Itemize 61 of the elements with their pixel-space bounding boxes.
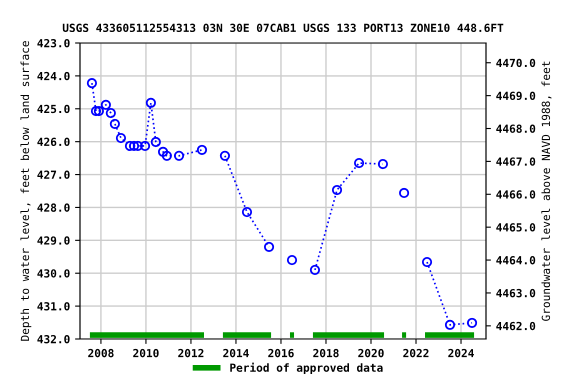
y-tick-label: 428.0: [37, 203, 70, 212]
y-tick-label: 429.0: [37, 236, 70, 245]
y2-tick-label: 4469.0: [496, 92, 536, 100]
point: [110, 118, 120, 129]
point: [196, 144, 208, 155]
point: [286, 254, 298, 266]
point: [399, 188, 410, 198]
point: [158, 146, 168, 157]
y2-tick-label: 4470.0: [496, 58, 536, 68]
x-tick-label: 2020: [358, 348, 384, 358]
x-tick-label: 2014: [223, 348, 249, 358]
point: [150, 136, 161, 148]
y2-tick-label: 4462.0: [496, 322, 536, 330]
y-tick-label: 427.0: [37, 170, 70, 179]
y-tick-label: 424.0: [37, 72, 70, 80]
chart-title: USGS 433605112554313 03N 30E 07CAB1 USGS 133 PORT13 ZONE10 448.6FT: [62, 24, 504, 32]
point: [310, 264, 320, 276]
y-axis-title: Depth to water level, feet below land surface: [20, 41, 32, 341]
x-tick-label: 2016: [268, 348, 294, 358]
point: [140, 140, 150, 152]
x-tick-label: 2024: [448, 348, 474, 358]
point: [378, 158, 388, 170]
point: [106, 108, 116, 118]
point: [90, 106, 102, 116]
point: [354, 158, 364, 168]
point: [128, 140, 140, 152]
y-tick-label: 423.0: [37, 38, 70, 48]
x-tick-label: 2022: [403, 348, 428, 358]
x-tick-label: 2012: [178, 348, 204, 358]
y2-tick-label: 4466.0: [496, 190, 536, 199]
point: [132, 140, 143, 152]
y-tick-label: 430.0: [37, 269, 70, 278]
point: [174, 150, 184, 161]
point: [146, 98, 156, 108]
y-tick-label: 431.0: [37, 302, 70, 310]
point: [422, 256, 432, 268]
point: [220, 150, 230, 161]
y2-tick-label: 4467.0: [496, 157, 536, 166]
point: [466, 318, 478, 328]
point: [444, 320, 456, 330]
x-tick-label: 2010: [133, 348, 159, 358]
y-tick-label: 432.0: [37, 334, 70, 344]
point: [242, 206, 252, 218]
y2-tick-label: 4468.0: [496, 124, 536, 133]
y2-axis-title: Groundwater level above NAVD 1988, feet: [541, 62, 552, 321]
point: [124, 140, 136, 152]
point: [332, 184, 342, 196]
point: [100, 100, 111, 110]
y2-tick-label: 4465.0: [496, 223, 536, 232]
legend-label: Period of approved data: [230, 362, 383, 374]
y2-tick-label: 4463.0: [496, 288, 536, 298]
point: [162, 150, 172, 161]
point: [264, 242, 274, 252]
point: [86, 78, 97, 88]
point: [116, 132, 126, 144]
y-tick-label: 425.0: [37, 104, 70, 114]
x-tick-label: 2008: [88, 348, 114, 358]
y-tick-label: 426.0: [37, 138, 70, 146]
x-tick-label: 2018: [313, 348, 339, 358]
y2-tick-label: 4464.0: [496, 256, 536, 264]
point: [94, 106, 104, 116]
